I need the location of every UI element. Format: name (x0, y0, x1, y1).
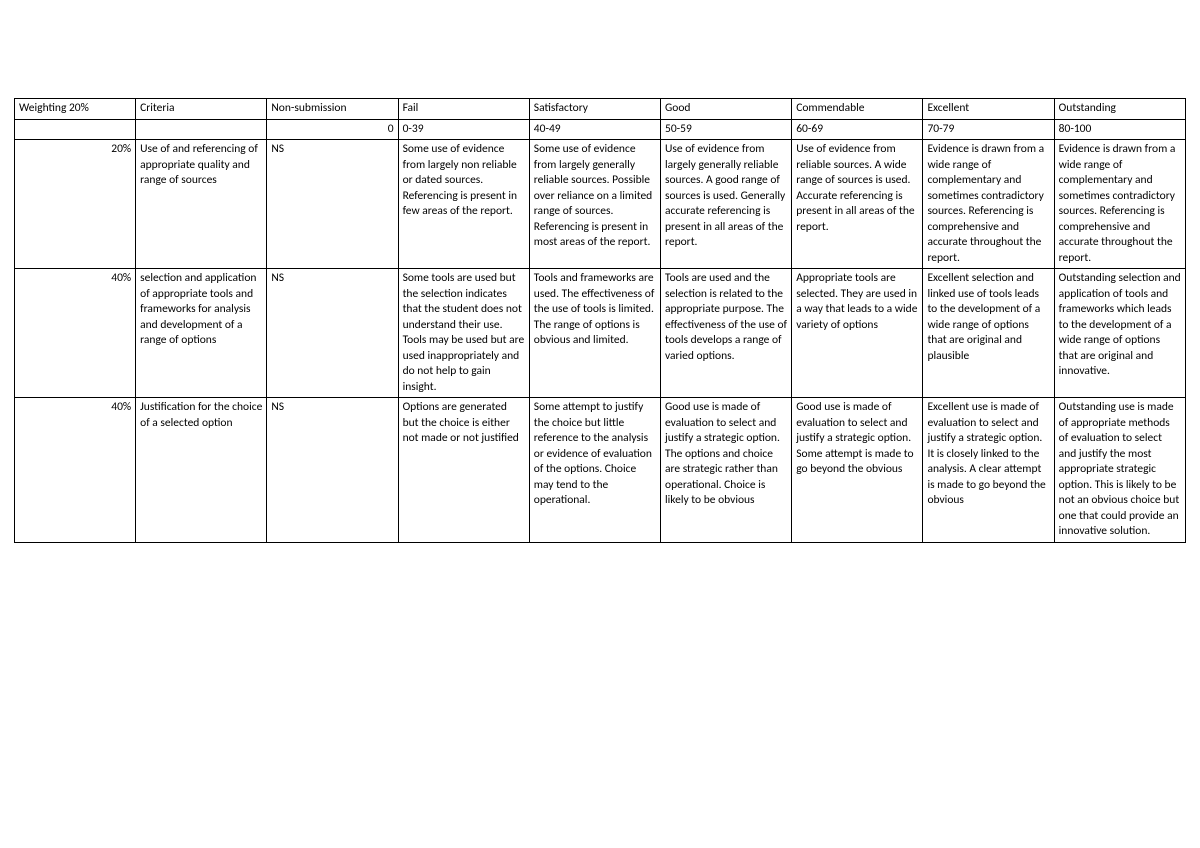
range-commendable: 60-69 (792, 119, 923, 140)
range-weighting (15, 119, 136, 140)
excellent-cell: Excellent use is made of evaluation to s… (923, 398, 1054, 543)
criteria-cell: Justification for the choice of a select… (136, 398, 267, 543)
range-excellent: 70-79 (923, 119, 1054, 140)
good-cell: Good use is made of evaluation to select… (661, 398, 792, 543)
weight-cell: 40% (15, 398, 136, 543)
range-ns-zero: 0 (267, 119, 398, 140)
range-row: 0 0-39 40-49 50-59 60-69 70-79 80-100 (15, 119, 1186, 140)
rubric-table: Weighting 20% Criteria Non-submission Fa… (14, 98, 1186, 543)
rubric-row: 40% selection and application of appropr… (15, 269, 1186, 398)
excellent-cell: Excellent selection and linked use of to… (923, 269, 1054, 398)
satisfactory-cell: Tools and frameworks are used. The effec… (529, 269, 660, 398)
ns-cell: NS (267, 269, 398, 398)
weight-cell: 20% (15, 140, 136, 269)
weight-cell: 40% (15, 269, 136, 398)
fail-cell: Some use of evidence from largely non re… (398, 140, 529, 269)
good-cell: Tools are used and the selection is rela… (661, 269, 792, 398)
header-fail: Fail (398, 99, 529, 120)
header-excellent: Excellent (923, 99, 1054, 120)
ns-cell: NS (267, 140, 398, 269)
fail-cell: Some tools are used but the selection in… (398, 269, 529, 398)
good-cell: Use of evidence from largely generally r… (661, 140, 792, 269)
outstanding-cell: Outstanding selection and application of… (1054, 269, 1185, 398)
ns-cell: NS (267, 398, 398, 543)
commendable-cell: Use of evidence from reliable sources. A… (792, 140, 923, 269)
range-good: 50-59 (661, 119, 792, 140)
excellent-cell: Evidence is drawn from a wide range of c… (923, 140, 1054, 269)
fail-cell: Options are generated but the choice is … (398, 398, 529, 543)
satisfactory-cell: Some attempt to justify the choice but l… (529, 398, 660, 543)
header-row: Weighting 20% Criteria Non-submission Fa… (15, 99, 1186, 120)
header-outstanding: Outstanding (1054, 99, 1185, 120)
commendable-cell: Appropriate tools are selected. They are… (792, 269, 923, 398)
header-commendable: Commendable (792, 99, 923, 120)
rubric-row: 20% Use of and referencing of appropriat… (15, 140, 1186, 269)
criteria-cell: Use of and referencing of appropriate qu… (136, 140, 267, 269)
range-criteria (136, 119, 267, 140)
header-good: Good (661, 99, 792, 120)
range-fail: 0-39 (398, 119, 529, 140)
range-satisfactory: 40-49 (529, 119, 660, 140)
range-outstanding: 80-100 (1054, 119, 1185, 140)
header-non-submission: Non-submission (267, 99, 398, 120)
commendable-cell: Good use is made of evaluation to select… (792, 398, 923, 543)
satisfactory-cell: Some use of evidence from largely genera… (529, 140, 660, 269)
rubric-row: 40% Justification for the choice of a se… (15, 398, 1186, 543)
header-criteria: Criteria (136, 99, 267, 120)
outstanding-cell: Outstanding use is made of appropriate m… (1054, 398, 1185, 543)
header-satisfactory: Satisfactory (529, 99, 660, 120)
outstanding-cell: Evidence is drawn from a wide range of c… (1054, 140, 1185, 269)
header-weighting: Weighting 20% (15, 99, 136, 120)
criteria-cell: selection and application of appropriate… (136, 269, 267, 398)
